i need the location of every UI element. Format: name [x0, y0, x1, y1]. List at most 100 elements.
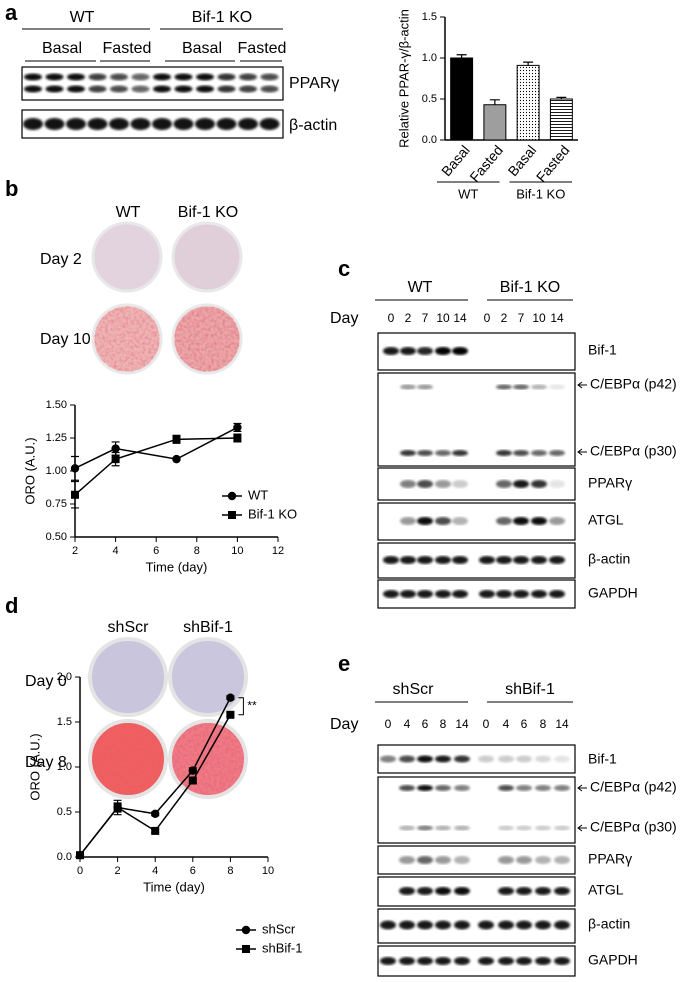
band	[554, 825, 570, 831]
band	[435, 856, 451, 864]
lane-label: 0	[484, 311, 491, 325]
band	[435, 920, 451, 930]
error-bar	[456, 54, 467, 58]
x-tick-label: 8	[227, 865, 233, 877]
band-label: PPARγ	[588, 851, 632, 867]
y-tick-label: 0.0	[422, 134, 437, 146]
panel-label: e	[338, 651, 350, 676]
marker	[151, 809, 160, 818]
band	[513, 480, 529, 488]
band	[516, 887, 532, 895]
band	[383, 347, 399, 355]
band	[417, 556, 433, 564]
x-axis-label: Time (day)	[146, 559, 208, 574]
band	[67, 85, 85, 93]
band	[435, 785, 451, 791]
band	[400, 347, 416, 355]
y-tick-label: 1.5	[422, 11, 437, 23]
band-label: Bif-1	[588, 751, 617, 767]
arrow	[577, 824, 587, 832]
plate-texture	[94, 306, 160, 372]
y-tick-label: 0.0	[57, 851, 72, 863]
plate-texture	[172, 723, 244, 795]
y-tick-label: 1.0	[57, 761, 72, 773]
marker	[172, 454, 181, 464]
group-label: Bif-1 KO	[500, 279, 560, 296]
y-tick-label: 1.00	[46, 465, 67, 477]
marker	[76, 851, 84, 860]
band	[498, 825, 514, 831]
band	[131, 73, 150, 81]
x-tick-label: 10	[262, 865, 274, 877]
band	[479, 590, 495, 598]
column-label: Bif-1 KO	[178, 204, 238, 221]
series-line	[74, 437, 238, 496]
band	[516, 825, 532, 831]
lane-label: 0	[388, 311, 395, 325]
band	[549, 480, 565, 488]
marker	[151, 826, 160, 835]
band	[435, 480, 451, 488]
band	[400, 450, 416, 456]
panel-label: c	[338, 256, 350, 281]
y-tick-label: 0.50	[46, 531, 67, 543]
group-label: Bif-1 KO	[516, 186, 565, 201]
band	[454, 920, 470, 930]
plate-texture	[92, 723, 164, 795]
panel-label: d	[5, 593, 18, 618]
band	[435, 887, 451, 895]
band	[88, 73, 107, 81]
band	[554, 887, 570, 895]
x-tick-label: 2	[72, 545, 78, 557]
band	[45, 73, 64, 81]
band	[174, 73, 193, 81]
group-label: WT	[458, 186, 478, 201]
legend-label: WT	[248, 487, 268, 502]
band	[531, 450, 547, 456]
bracket	[238, 697, 244, 716]
lane-label: 10	[532, 311, 546, 325]
band	[417, 590, 433, 598]
band	[535, 957, 551, 965]
bar	[549, 98, 573, 141]
row-label: Day 10	[40, 331, 91, 348]
band-label: β-actin	[588, 916, 630, 932]
band	[554, 785, 570, 791]
band-label: ATGL	[588, 512, 624, 528]
lane-label: 14	[453, 311, 467, 325]
band	[400, 556, 416, 564]
error-bar	[489, 99, 500, 105]
band	[399, 785, 415, 791]
band	[454, 755, 470, 763]
marker	[233, 423, 242, 432]
significance-label: **	[247, 698, 257, 712]
error-bar	[523, 61, 534, 66]
band	[452, 450, 468, 456]
band	[498, 785, 514, 791]
marker	[113, 803, 122, 812]
band-label: GAPDH	[588, 585, 638, 601]
band	[531, 556, 547, 564]
band	[417, 920, 433, 930]
band	[417, 347, 433, 355]
band	[417, 755, 433, 763]
band-label: PPARγ	[588, 475, 632, 491]
group-label: WT	[70, 9, 95, 26]
band-label: C/EBPα (p30)	[590, 443, 677, 459]
error-bar	[556, 96, 567, 99]
x-axis-label: Time (day)	[143, 879, 205, 894]
lane-label: 14	[455, 717, 469, 731]
band	[478, 755, 494, 763]
band	[67, 73, 85, 81]
band	[554, 755, 570, 763]
arrow	[577, 448, 587, 456]
band	[417, 384, 433, 390]
lane-label: 8	[540, 717, 547, 731]
y-tick-label: 1.5	[57, 716, 72, 728]
band	[399, 825, 415, 831]
x-tick-label: Fasted	[466, 142, 506, 185]
band-label: Bif-1	[588, 342, 617, 358]
band-label: PPARγ	[289, 75, 339, 92]
band	[535, 920, 551, 930]
column-label: shBif-1	[183, 619, 233, 636]
